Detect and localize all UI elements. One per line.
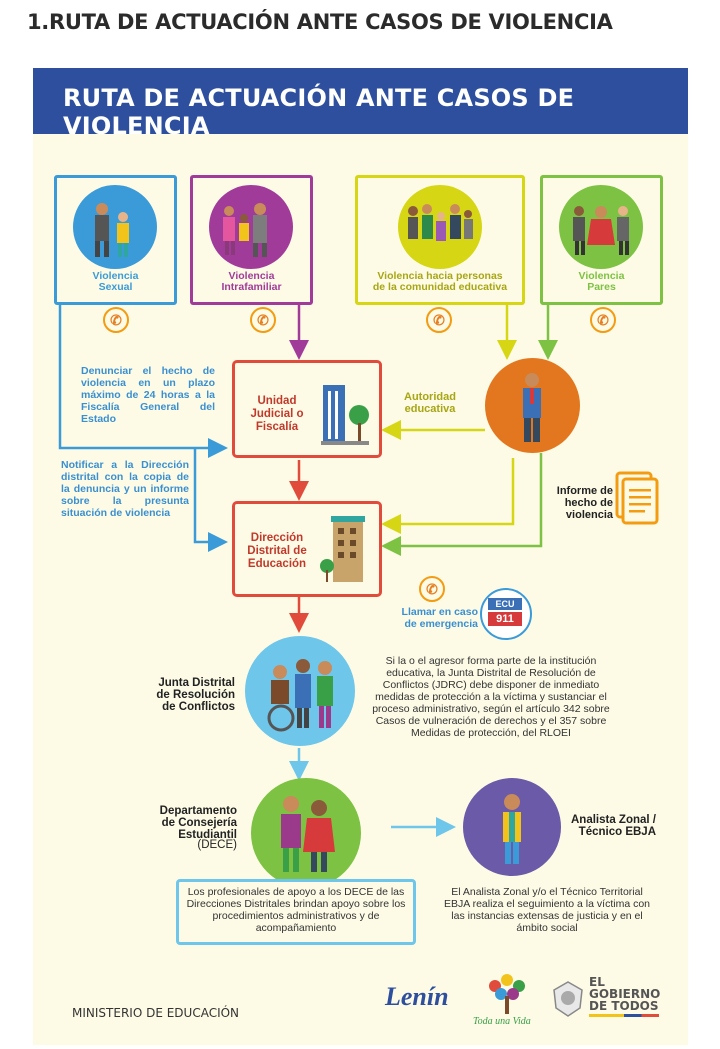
violencia-intrafamiliar-illustration [209,185,293,269]
gobierno-logo: EL GOBIERNO DE TODOS [589,976,660,1017]
ecu911-logo: ECU 911 [480,588,532,640]
people-icon [95,203,129,257]
dece-sub: (DECE) [197,839,237,851]
autoridad-label: Autoridad educativa [404,391,456,415]
analista-label: Analista Zonal / Técnico EBJA [571,814,656,838]
profesionales-box: Los profesionales de apoyo a los DECE de… [176,879,416,945]
banner-title: RUTA DE ACTUACIÓN ANTE CASOS DE VIOLENCI… [63,84,575,140]
informe-label: Informe de hecho de violencia [556,485,613,521]
violencia-comunidad-label: Violencia hacia personas de la comunidad … [372,270,508,293]
violencia-comunidad-illustration [398,185,482,269]
category-violencia-sexual: Violencia Sexual [54,175,177,305]
violencia-intrafamiliar-label: Violencia Intrafamiliar [221,270,282,293]
notificar-text: Notificar a la Dirección distrital con l… [61,459,189,519]
building-icon [320,516,365,582]
unidad-judicial-label: Unidad Judicial o Fiscalía [250,395,304,433]
junta-label: Junta Distrital de Resolución de Conflic… [156,677,235,713]
category-violencia-intrafamiliar: Violencia Intrafamiliar [190,175,313,305]
peers-icon [573,206,629,255]
llamar-label: Llamar en caso de emergencia [401,606,478,630]
ministerio-label: MINISTERIO DE EDUCACIÓN [72,1006,240,1020]
flow-connectors [58,302,558,837]
violencia-pares-illustration [559,185,643,269]
junta-text: Si la o el agresor forma parte de la ins… [372,655,610,739]
dece-label: Departamento de Consejería Estudiantil [159,805,237,841]
community-icon [408,204,473,241]
phone-icon: ✆ [590,307,616,333]
violencia-sexual-illustration [73,185,157,269]
denunciar-text: Denunciar el hecho de violencia en un pl… [81,365,215,425]
phone-icon: ✆ [426,307,452,333]
phone-icon: ✆ [419,576,445,602]
document-icon [615,471,659,525]
phone-icon: ✆ [250,307,276,333]
category-violencia-comunidad: Violencia hacia personas de la comunidad … [355,175,525,305]
direccion-distrital-box: Dirección Distrital de Educación [232,501,382,597]
courthouse-icon [321,385,369,445]
violencia-sexual-label: Violencia Sexual [92,270,139,293]
family-icon [223,203,267,257]
analista-illustration [463,778,561,876]
tree-logo-icon [489,974,525,1014]
junta-illustration [245,636,355,746]
phone-icon: ✆ [103,307,129,333]
profesionales-text: Los profesionales de apoyo a los DECE de… [186,886,406,934]
infographic-poster: RUTA DE ACTUACIÓN ANTE CASOS DE VIOLENCI… [33,68,688,1045]
analista-text: El Analista Zonal y/o el Técnico Territo… [443,886,651,934]
category-violencia-pares: Violencia Pares [540,175,663,305]
dece-people-icon [281,796,335,872]
banner: RUTA DE ACTUACIÓN ANTE CASOS DE VIOLENCI… [33,68,688,140]
page-heading: 1.RUTA DE ACTUACIÓN ANTE CASOS DE VIOLEN… [27,10,613,34]
dece-illustration [251,778,361,888]
direccion-distrital-label: Dirección Distrital de Educación [247,532,307,570]
junta-people-icon [267,659,333,732]
lenin-logo: Lenín [385,982,449,1011]
unidad-judicial-box: Unidad Judicial o Fiscalía [232,360,382,458]
toda-una-vida-label: Toda una Vida [473,1016,531,1027]
authority-person-icon [523,373,541,442]
analista-person-icon [503,794,521,864]
violencia-pares-label: Violencia Pares [578,270,625,293]
coat-of-arms-icon [553,981,583,1017]
flag-stripe [589,1014,659,1017]
autoridad-illustration [485,358,580,453]
